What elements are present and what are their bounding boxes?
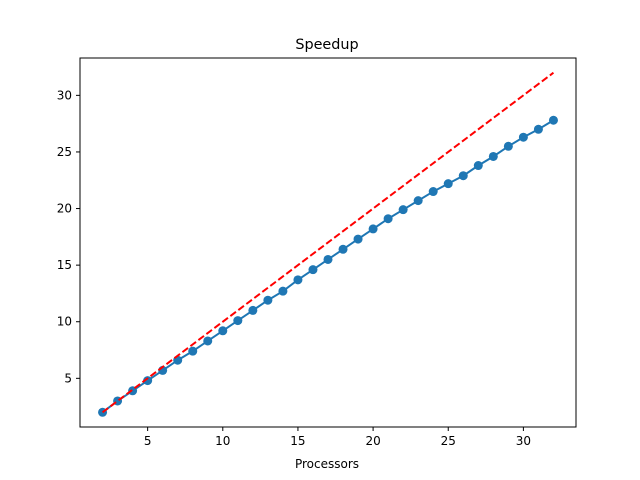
series-line-0 (101, 119, 554, 414)
data-point (503, 141, 513, 151)
data-point (248, 305, 258, 315)
y-tick-label: 25 (57, 145, 72, 159)
data-point (323, 254, 333, 264)
x-tick-label: 30 (516, 434, 531, 448)
data-point (368, 224, 378, 234)
data-point (398, 205, 408, 215)
axes-frame (79, 57, 577, 428)
y-tick-label: 10 (57, 315, 72, 329)
data-point (353, 234, 363, 244)
y-axis: 5 10 15 20 25 30 (57, 88, 80, 385)
x-tick-label: 5 (144, 434, 152, 448)
data-point (383, 214, 393, 224)
data-point (188, 346, 198, 356)
y-tick-label: 20 (57, 202, 72, 216)
chart-title: Speedup (295, 37, 358, 53)
data-point (533, 124, 543, 134)
data-point (218, 326, 228, 336)
x-axis: 5 10 15 20 25 30 (144, 427, 531, 448)
data-point (263, 295, 273, 305)
series-line-1 (101, 71, 555, 414)
data-point (518, 132, 528, 142)
y-tick-label: 15 (57, 258, 72, 272)
data-point (293, 275, 303, 285)
data-point (473, 161, 483, 171)
data-point (488, 151, 498, 161)
x-tick-label: 15 (290, 434, 305, 448)
data-point (338, 244, 348, 254)
data-point (233, 316, 243, 326)
x-tick-label: 20 (365, 434, 380, 448)
data-point (413, 196, 423, 206)
x-tick-label: 25 (441, 434, 456, 448)
plot-area (98, 71, 558, 417)
data-point (203, 336, 213, 346)
data-point (458, 171, 468, 181)
y-tick-label: 5 (64, 371, 72, 385)
data-point (278, 286, 288, 296)
x-axis-label: Processors (295, 457, 359, 471)
y-tick-label: 30 (57, 88, 72, 102)
data-point (548, 115, 558, 125)
x-tick-label: 10 (215, 434, 230, 448)
data-point (428, 187, 438, 197)
data-point (443, 179, 453, 189)
data-point (308, 265, 318, 275)
data-point (143, 376, 153, 386)
